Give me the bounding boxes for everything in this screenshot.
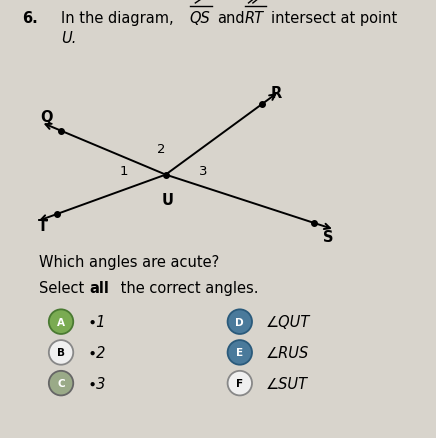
Text: intersect at point: intersect at point [271, 11, 398, 26]
Circle shape [228, 371, 252, 396]
Text: RT: RT [245, 11, 264, 26]
Text: T: T [38, 219, 48, 234]
Text: D: D [235, 317, 244, 327]
Text: In the diagram,: In the diagram, [61, 11, 174, 26]
Text: E: E [236, 348, 243, 357]
Text: ∙1: ∙1 [87, 314, 106, 329]
Text: 6.: 6. [22, 11, 37, 26]
Text: ∠SUT: ∠SUT [266, 376, 308, 391]
Text: all: all [89, 280, 109, 295]
Text: 3: 3 [198, 164, 207, 177]
Text: 2: 2 [157, 142, 166, 155]
Circle shape [228, 310, 252, 334]
Circle shape [49, 371, 73, 396]
Text: A: A [57, 317, 65, 327]
Text: S: S [323, 230, 333, 245]
Circle shape [49, 310, 73, 334]
Text: R: R [270, 86, 282, 101]
Text: ∙2: ∙2 [87, 345, 106, 360]
Text: ∙3: ∙3 [87, 376, 106, 391]
Text: ∠QUT: ∠QUT [266, 314, 310, 329]
Text: U.: U. [61, 31, 76, 46]
Text: the correct angles.: the correct angles. [116, 280, 258, 295]
Text: 1: 1 [120, 164, 129, 177]
Text: Q: Q [40, 110, 52, 125]
Circle shape [49, 340, 73, 365]
Text: QS: QS [190, 11, 211, 26]
Text: F: F [236, 378, 243, 388]
Text: B: B [57, 348, 65, 357]
Text: C: C [57, 378, 65, 388]
Text: U: U [162, 193, 174, 208]
Text: Select: Select [39, 280, 89, 295]
Circle shape [228, 340, 252, 365]
Text: and: and [217, 11, 245, 26]
Text: Which angles are acute?: Which angles are acute? [39, 254, 219, 269]
Text: ∠RUS: ∠RUS [266, 345, 309, 360]
